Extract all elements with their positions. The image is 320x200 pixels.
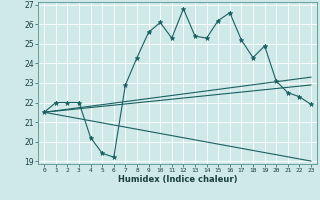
X-axis label: Humidex (Indice chaleur): Humidex (Indice chaleur) xyxy=(118,175,237,184)
